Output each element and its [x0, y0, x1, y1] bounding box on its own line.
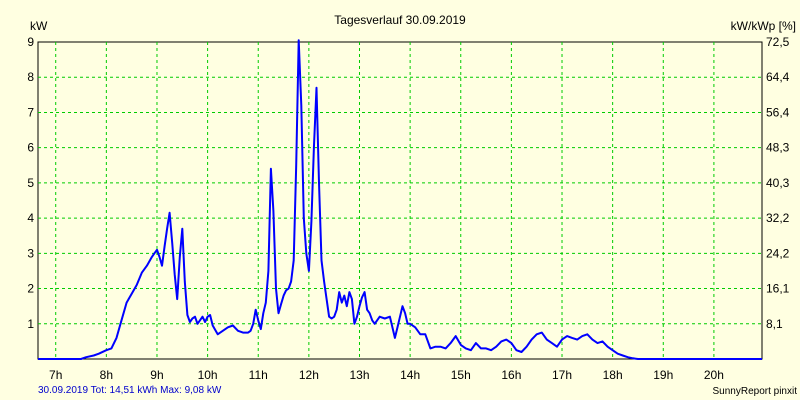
x-tick-label: 19h	[653, 368, 673, 382]
y-right-tick-label: 40,3	[766, 176, 790, 190]
y-left-tick-label: 5	[27, 176, 34, 190]
grid-lines	[38, 42, 762, 359]
y-right-tick-label: 24,2	[766, 246, 790, 260]
x-tick-label: 7h	[49, 368, 62, 382]
footer-summary: 30.09.2019 Tot: 14,51 kWh Max: 9,08 kW	[38, 385, 222, 396]
y-right-tick-label: 8,1	[766, 317, 783, 331]
y-left-tick-label: 6	[27, 141, 34, 155]
y-left-tick-label: 3	[27, 246, 34, 260]
x-tick-label: 20h	[704, 368, 724, 382]
y-right-tick-label: 48,3	[766, 141, 790, 155]
y-left-tick-label: 2	[27, 282, 34, 296]
x-tick-label: 9h	[150, 368, 163, 382]
y-left-tick-label: 8	[27, 70, 34, 84]
x-tick-label: 18h	[603, 368, 623, 382]
x-tick-label: 12h	[299, 368, 319, 382]
left-axis-unit: kW	[30, 19, 48, 33]
x-tick-label: 16h	[501, 368, 521, 382]
footer-credit: SunnyReport pinxit	[713, 386, 798, 397]
y-right-tick-label: 72,5	[766, 35, 790, 49]
x-tick-label: 13h	[349, 368, 369, 382]
x-tick-label: 11h	[249, 368, 268, 382]
series-layer	[38, 39, 762, 360]
right-axis-unit: kW/kWp [%]	[731, 19, 796, 33]
chart-title: Tagesverlauf 30.09.2019	[334, 13, 466, 27]
y-right-tick-label: 16,1	[766, 282, 790, 296]
y-right-tick-label: 32,2	[766, 211, 790, 225]
x-tick-label: 17h	[552, 368, 572, 382]
y-left-tick-label: 7	[27, 105, 34, 119]
y-right-tick-label: 56,4	[766, 105, 790, 119]
x-tick-label: 14h	[400, 368, 420, 382]
y-left-tick-label: 4	[27, 211, 34, 225]
y-right-tick-label: 64,4	[766, 70, 790, 84]
x-tick-label: 10h	[198, 368, 218, 382]
y-left-tick-label: 1	[27, 317, 34, 331]
y-left-tick-label: 9	[27, 35, 34, 49]
plot-area	[37, 41, 763, 360]
axis-ticks: 1 8,1 2 16,1 3 24,2 4 32,2 5 40,3 6 48,3 7 56,4 8 64,4 9…	[27, 35, 789, 382]
x-tick-label: 8h	[100, 368, 113, 382]
x-tick-label: 15h	[451, 368, 471, 382]
power-series-line	[38, 39, 762, 360]
